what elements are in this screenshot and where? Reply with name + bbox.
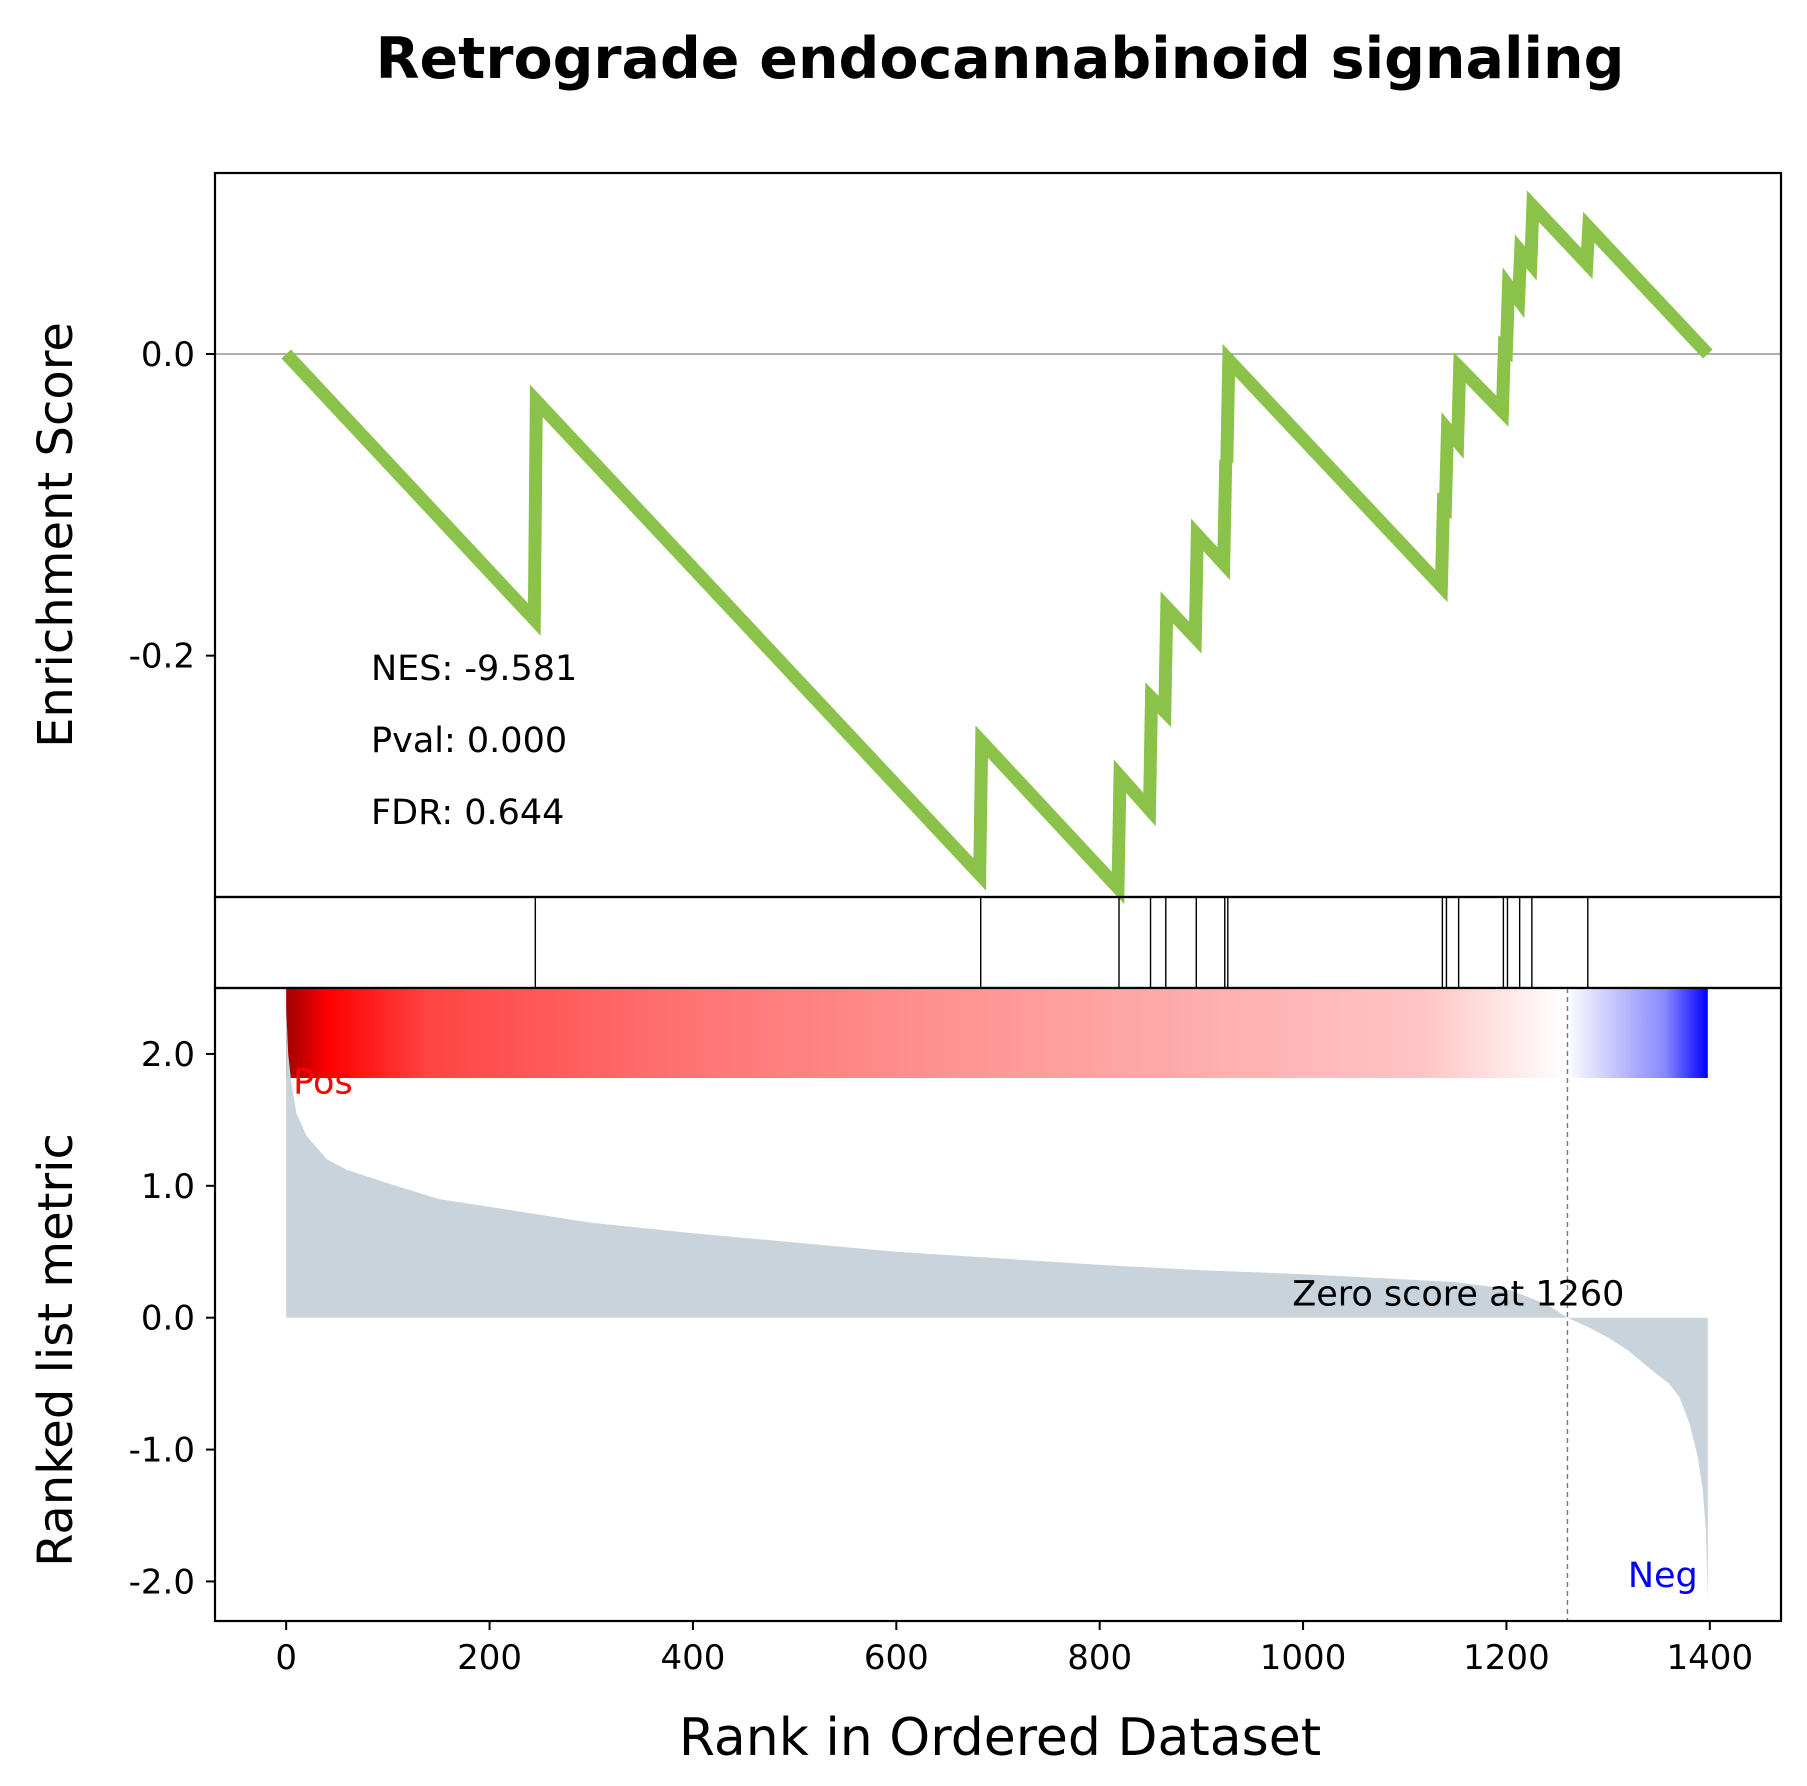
x-tick-label: 400 bbox=[660, 1638, 725, 1678]
y-tick-label: 1.0 bbox=[141, 1167, 195, 1207]
gene-hit-panel bbox=[213, 895, 1783, 990]
x-tick-label: 0 bbox=[275, 1638, 297, 1678]
chart-title: Retrograde endocannabinoid signaling bbox=[376, 26, 1625, 92]
y-tick-label: -1.0 bbox=[129, 1431, 195, 1471]
ranked-ylabel: Ranked list metric bbox=[28, 1133, 84, 1567]
x-tick-label: 1200 bbox=[1463, 1638, 1550, 1678]
nes-stat: NES: -9.581 bbox=[371, 649, 577, 689]
rank-colorbar bbox=[286, 989, 1708, 1078]
y-tick-label: 0.0 bbox=[141, 335, 195, 375]
y-tick-label: 0.0 bbox=[141, 1299, 195, 1339]
pval-stat: Pval: 0.000 bbox=[371, 721, 567, 761]
y-tick-label: -0.2 bbox=[129, 637, 195, 677]
x-tick-label: 600 bbox=[864, 1638, 929, 1678]
x-axis-label: Rank in Ordered Dataset bbox=[679, 1708, 1321, 1768]
neg-label: Neg bbox=[1628, 1556, 1698, 1596]
x-tick-label: 200 bbox=[457, 1638, 522, 1678]
pos-label: Pos bbox=[293, 1062, 353, 1102]
enrichment-ylabel: Enrichment Score bbox=[28, 322, 84, 748]
zero-score-label: Zero score at 1260 bbox=[1292, 1275, 1624, 1315]
y-tick-label: 2.0 bbox=[141, 1035, 195, 1075]
x-tick-label: 1000 bbox=[1260, 1638, 1347, 1678]
enrichment-score-line bbox=[281, 190, 1713, 905]
ranked-panel-frame bbox=[213, 986, 1783, 1623]
enrichment-score-panel: 0.0 -0.2 NES: -9.581 Pval: 0.000 FDR: 0.6… bbox=[28, 171, 1783, 905]
ranked-metric-area bbox=[286, 1007, 1708, 1602]
y-tick-label: -2.0 bbox=[129, 1562, 195, 1602]
x-tick-label: 800 bbox=[1067, 1638, 1132, 1678]
hit-panel-frame bbox=[213, 895, 1783, 990]
ranked-metric-panel: Zero score at 1260 Pos Neg 2.0 1.0 0.0 -1.0… bbox=[28, 986, 1783, 1768]
x-tick-label: 1400 bbox=[1667, 1638, 1754, 1678]
fdr-stat: FDR: 0.644 bbox=[371, 793, 564, 833]
